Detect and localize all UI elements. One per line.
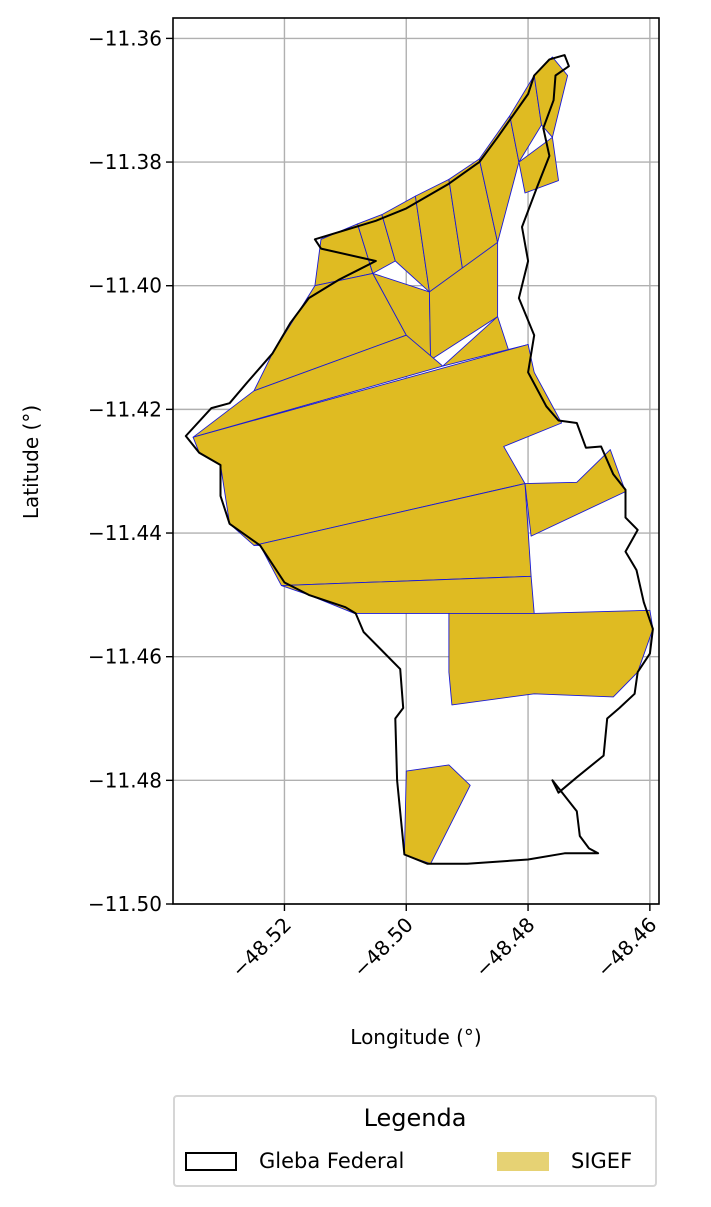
x-tick-label-0: −48.52 <box>227 913 296 982</box>
legend-swatch-gleba-federal <box>185 1151 237 1171</box>
y-tick-label-6: −11.48 <box>88 768 162 792</box>
y-tick-label-7: −11.50 <box>88 892 162 916</box>
gleba-federal-boundary <box>184 54 654 865</box>
axis-ticks: −48.52 −48.50 −48.48 −48.46 −11.36 −11.38 −11.… <box>88 26 661 981</box>
legend-entry-sigef: SIGEF <box>497 1149 632 1173</box>
y-tick-label-4: −11.44 <box>88 521 162 545</box>
x-axis-title: Longitude (°) <box>350 1025 481 1049</box>
sigef-parcel-17 <box>524 449 626 537</box>
x-tick-label-2: −48.48 <box>470 913 539 982</box>
sigef-parcels <box>192 56 654 865</box>
plot-frame <box>172 17 660 905</box>
legend: Legenda Gleba Federal SIGEF <box>173 1095 657 1187</box>
legend-label-sigef: SIGEF <box>571 1149 633 1173</box>
y-tick-label-5: −11.46 <box>88 645 162 669</box>
y-axis-title: Latitude (°) <box>19 405 43 519</box>
legend-title: Legenda <box>363 1104 467 1132</box>
y-tick-label-1: −11.38 <box>88 150 162 174</box>
y-tick-label-0: −11.36 <box>88 26 162 50</box>
gleba-federal-outline <box>184 54 654 865</box>
sigef-parcel-18 <box>448 609 654 706</box>
sigef-parcel-19 <box>403 764 471 865</box>
x-tick-label-3: −48.46 <box>592 913 661 982</box>
x-tick-label-1: −48.50 <box>348 913 417 982</box>
legend-swatch-sigef <box>497 1151 549 1171</box>
y-tick-label-3: −11.42 <box>88 397 162 421</box>
y-tick-label-2: −11.40 <box>88 274 162 298</box>
legend-label-gleba-federal: Gleba Federal <box>259 1149 405 1173</box>
legend-entry-gleba-federal: Gleba Federal <box>185 1149 404 1173</box>
